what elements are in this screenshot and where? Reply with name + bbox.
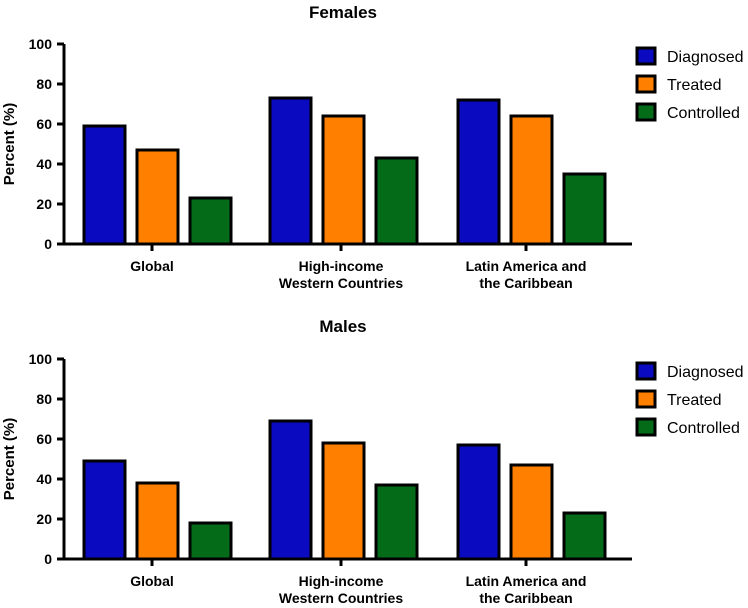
- y-tick-label: 60: [36, 116, 52, 132]
- y-tick-label: 80: [36, 391, 52, 407]
- y-tick-label: 40: [36, 156, 52, 172]
- category-label: Latin America and: [466, 573, 587, 589]
- legend: Diagnosed Treated Controlled: [635, 361, 744, 437]
- legend-swatch-controlled: [635, 102, 657, 122]
- y-tick-label: 100: [29, 351, 53, 367]
- y-axis-label: Percent (%): [1, 103, 18, 186]
- legend-swatch-treated: [635, 389, 657, 409]
- y-tick-label: 20: [36, 511, 52, 527]
- bar-diagnosed-2: [268, 96, 313, 246]
- category-label: Global: [130, 573, 174, 589]
- chart-panel-1: Females Percent (%) 0 20 40 60 80 100 Global High…: [1, 3, 744, 291]
- chart-panel-2: Males Percent (%) 0 20 40 60 80 100 Global High-i…: [1, 317, 744, 606]
- legend-label-diagnosed: Diagnosed: [667, 49, 744, 66]
- category-label: Western Countries: [279, 275, 403, 291]
- legend-label-diagnosed: Diagnosed: [667, 364, 744, 381]
- category-label: Latin America and: [466, 258, 587, 274]
- bar-diagnosed-1: [82, 459, 127, 561]
- category-label: High-income: [299, 258, 384, 274]
- bar-controlled-1: [188, 196, 233, 246]
- legend-swatch-diagnosed: [635, 46, 657, 66]
- bar-treated-1: [135, 148, 180, 246]
- legend-swatch-controlled: [635, 417, 657, 437]
- legend-label-controlled: Controlled: [667, 105, 740, 122]
- bar-controlled-2: [374, 156, 419, 246]
- category-label: the Caribbean: [479, 275, 572, 291]
- y-tick-label: 0: [44, 236, 52, 252]
- bar-diagnosed-1: [82, 124, 127, 246]
- category-label: Western Countries: [279, 590, 403, 606]
- bar-treated-3: [509, 463, 554, 561]
- bar-treated-2: [321, 114, 366, 246]
- y-tick-label: 60: [36, 431, 52, 447]
- bar-diagnosed-2: [268, 419, 313, 561]
- bar-controlled-2: [374, 483, 419, 561]
- y-tick-label: 80: [36, 76, 52, 92]
- legend-label-controlled: Controlled: [667, 420, 740, 437]
- legend-label-treated: Treated: [667, 392, 722, 409]
- bar-treated-3: [509, 114, 554, 246]
- bar-diagnosed-3: [456, 443, 501, 561]
- bar-diagnosed-3: [456, 98, 501, 246]
- y-axis-label: Percent (%): [1, 418, 18, 501]
- category-label: High-income: [299, 573, 384, 589]
- category-label: the Caribbean: [479, 590, 572, 606]
- y-tick-label: 40: [36, 471, 52, 487]
- chart-title: Males: [319, 317, 366, 336]
- legend-label-treated: Treated: [667, 77, 722, 94]
- bar-controlled-3: [562, 172, 607, 246]
- chart-title: Females: [309, 3, 377, 22]
- bar-treated-2: [321, 441, 366, 561]
- legend-swatch-diagnosed: [635, 361, 657, 381]
- legend-swatch-treated: [635, 74, 657, 94]
- bar-controlled-1: [188, 521, 233, 561]
- bar-treated-1: [135, 481, 180, 561]
- y-tick-label: 0: [44, 551, 52, 567]
- legend: Diagnosed Treated Controlled: [635, 46, 744, 122]
- category-label: Global: [130, 258, 174, 274]
- y-tick-label: 100: [29, 36, 53, 52]
- y-tick-label: 20: [36, 196, 52, 212]
- bar-controlled-3: [562, 511, 607, 561]
